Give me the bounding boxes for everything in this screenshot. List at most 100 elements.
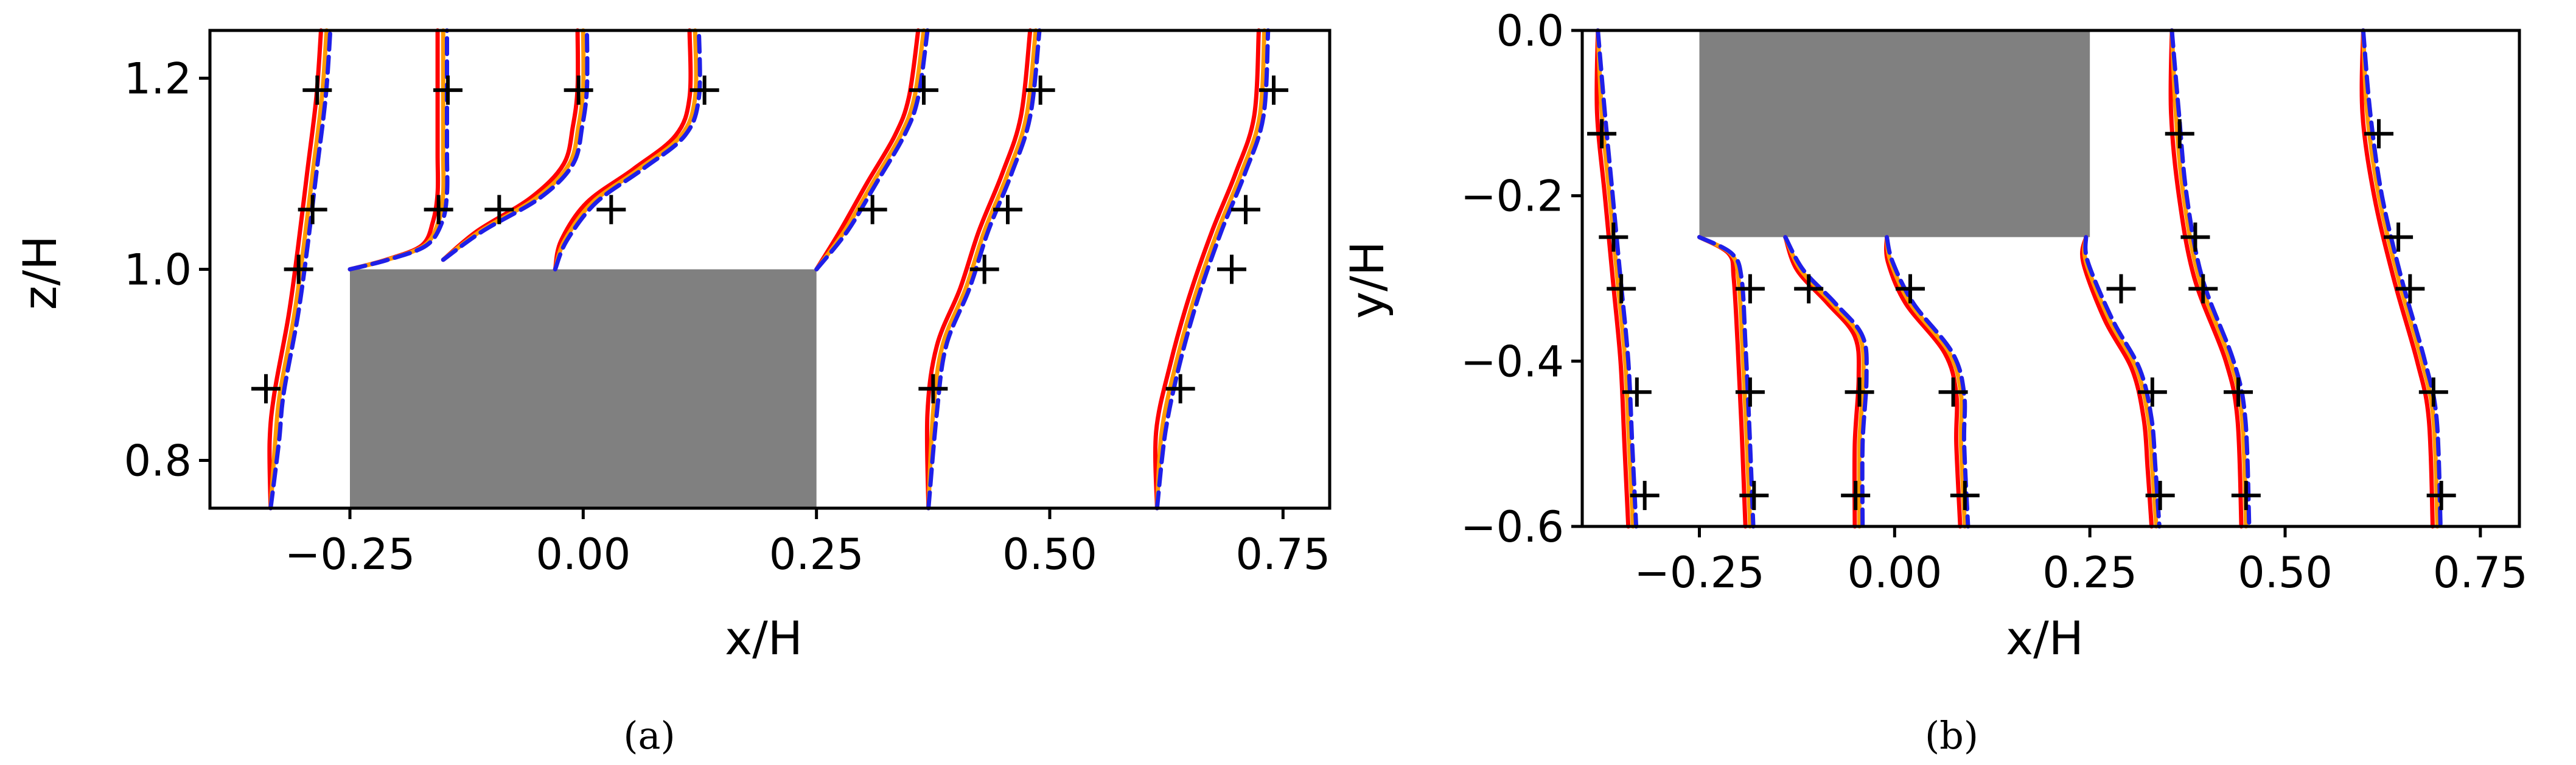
marker-5-3 xyxy=(2145,481,2175,511)
profile-blue-6 xyxy=(926,28,1042,511)
x-tick-label: 0.75 xyxy=(2433,548,2528,598)
profile-orange-7 xyxy=(2361,28,2440,529)
profile-red-5 xyxy=(814,28,921,271)
y-tick-label: 0.0 xyxy=(1496,6,1564,56)
panel-b-x-ticks: −0.25 0.00 0.25 0.50 0.75 xyxy=(1634,526,2528,598)
y-tick-label: 1.2 xyxy=(124,54,192,104)
panel-a: −0.25 0.00 0.25 0.50 0.75 0.81.01.2 x/H z/H … xyxy=(13,28,1332,758)
panel-b-x-axis-label: x/H xyxy=(2006,611,2084,665)
marker-1-4 xyxy=(1622,377,1652,407)
panel-a-obstacle xyxy=(350,269,817,508)
profile-red-4 xyxy=(553,28,693,271)
profile-blue-3 xyxy=(441,28,590,262)
marker-7-3 xyxy=(2395,274,2425,304)
panel-b: −0.25 0.00 0.25 0.50 0.75 0.0 −0.2 −0.4 −0.6 x/… xyxy=(1340,6,2528,758)
panel-b-markers xyxy=(1587,119,2456,511)
y-tick-label: 1.0 xyxy=(124,245,192,295)
profile-blue-5 xyxy=(2083,235,2162,529)
marker-7-1 xyxy=(2364,119,2393,148)
marker-3-2 xyxy=(564,75,593,105)
marker-7-2 xyxy=(1217,254,1246,284)
profile-red-7 xyxy=(2359,28,2435,529)
marker-4-2 xyxy=(689,75,719,105)
marker-1-5 xyxy=(1630,481,1660,511)
marker-2-1 xyxy=(1735,274,1765,304)
profile-blue-5 xyxy=(814,28,930,271)
panel-b-y-ticks: 0.0 −0.2 −0.4 −0.6 xyxy=(1461,6,1582,552)
profile-blue-3 xyxy=(1783,235,1869,529)
marker-4-3 xyxy=(1950,481,1980,511)
profile-red-3 xyxy=(441,28,581,262)
marker-3-1 xyxy=(484,195,514,225)
marker-6-4 xyxy=(2224,377,2253,407)
profile-orange-6 xyxy=(2169,28,2249,529)
profile-red-1 xyxy=(1594,28,1631,529)
x-tick-label: 0.75 xyxy=(1235,529,1330,579)
marker-2-2 xyxy=(1735,377,1765,407)
marker-7-2 xyxy=(2384,222,2414,252)
x-tick-label: 0.50 xyxy=(1002,529,1097,579)
marker-7-4 xyxy=(1259,75,1288,105)
profile-red-6 xyxy=(2168,28,2244,529)
marker-6-2 xyxy=(969,254,999,284)
profile-orange-6 xyxy=(926,28,1038,511)
marker-6-5 xyxy=(2231,481,2261,511)
y-tick-label: 0.8 xyxy=(124,436,192,486)
panel-a-x-ticks: −0.25 0.00 0.25 0.50 0.75 xyxy=(285,508,1330,579)
marker-7-1 xyxy=(1165,374,1195,403)
panel-b-caption: (b) xyxy=(1925,713,1978,758)
profile-red-7 xyxy=(1153,28,1261,511)
x-tick-label: −0.25 xyxy=(1634,548,1765,598)
marker-6-1 xyxy=(918,374,948,403)
profile-red-3 xyxy=(1783,235,1862,529)
panel-b-obstacle xyxy=(1699,30,2090,237)
profile-orange-3 xyxy=(441,28,586,262)
profile-blue-1 xyxy=(268,28,333,511)
panel-a-x-axis-label: x/H xyxy=(725,611,803,665)
marker-1-3 xyxy=(298,195,327,225)
x-tick-label: 0.50 xyxy=(2238,548,2333,598)
marker-3-2 xyxy=(1845,377,1874,407)
profile-blue-7 xyxy=(1154,28,1271,511)
y-tick-label: −0.6 xyxy=(1461,502,1564,552)
marker-5-2 xyxy=(909,75,938,105)
marker-1-1 xyxy=(1587,119,1617,148)
marker-6-1 xyxy=(2165,119,2194,148)
y-tick-label: −0.4 xyxy=(1461,337,1564,386)
profile-blue-4 xyxy=(553,28,702,271)
profile-orange-1 xyxy=(1596,28,1635,529)
marker-5-2 xyxy=(2137,377,2167,407)
y-tick-label: −0.2 xyxy=(1461,172,1564,222)
marker-1-2 xyxy=(284,254,313,284)
marker-1-1 xyxy=(251,374,281,403)
profile-red-5 xyxy=(2080,235,2154,529)
x-tick-label: −0.25 xyxy=(285,529,416,579)
marker-6-3 xyxy=(993,195,1022,225)
panel-a-caption: (a) xyxy=(623,713,675,758)
marker-4-1 xyxy=(596,195,626,225)
profile-red-2 xyxy=(347,28,441,271)
marker-1-2 xyxy=(1599,222,1628,252)
profile-blue-7 xyxy=(2361,28,2443,529)
marker-2-1 xyxy=(424,195,453,225)
marker-5-1 xyxy=(2106,274,2136,304)
marker-6-2 xyxy=(2180,222,2210,252)
profile-blue-2 xyxy=(1697,235,1756,529)
marker-1-4 xyxy=(302,75,332,105)
panel-a-markers xyxy=(251,75,1288,403)
marker-3-3 xyxy=(1841,481,1871,511)
marker-6-4 xyxy=(1025,75,1055,105)
x-tick-label: 0.25 xyxy=(769,529,864,579)
marker-2-3 xyxy=(1739,481,1769,511)
x-tick-label: 0.00 xyxy=(1847,548,1942,598)
marker-1-3 xyxy=(1607,274,1636,304)
marker-7-3 xyxy=(1231,195,1260,225)
profile-red-6 xyxy=(924,28,1033,511)
marker-4-2 xyxy=(1938,377,1968,407)
panel-b-profiles xyxy=(1594,28,2443,529)
marker-7-4 xyxy=(2418,377,2448,407)
panel-a-y-axis-label: z/H xyxy=(13,236,67,310)
marker-7-5 xyxy=(2426,481,2456,511)
profile-orange-7 xyxy=(1154,28,1267,511)
